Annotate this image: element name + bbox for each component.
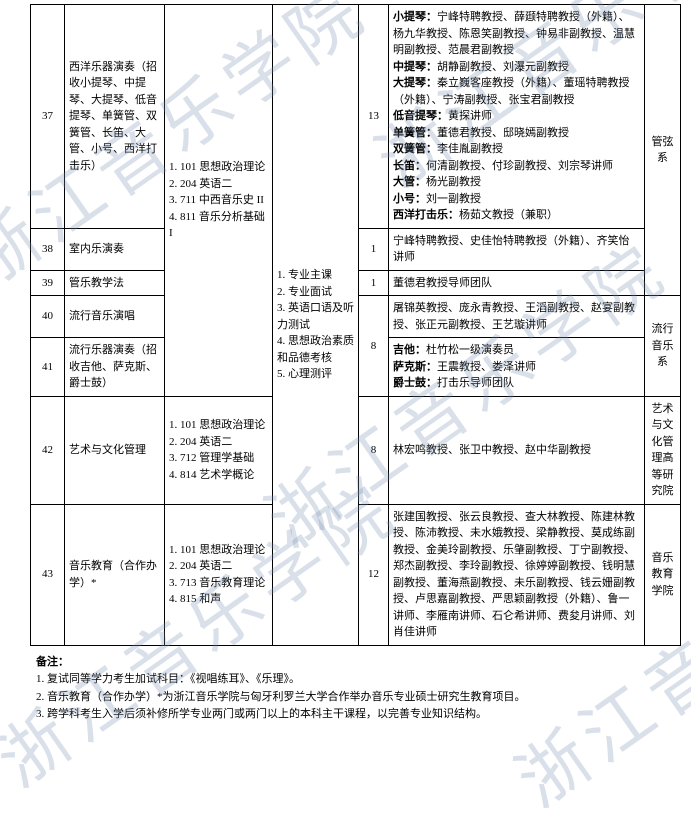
cell-index: 42 — [31, 396, 65, 504]
cell-index: 41 — [31, 338, 65, 397]
cell-num: 1 — [359, 270, 389, 296]
cell-dept: 音乐教育学院 — [645, 504, 681, 645]
cell-teachers: 张建国教授、张云良教授、查大林教授、陈建林教授、陈沛教授、未水娥教授、梁静教授、… — [389, 504, 645, 645]
cell-dept: 流行音乐系 — [645, 296, 681, 397]
cell-major: 流行音乐演唱 — [65, 296, 165, 338]
notes-item: 2. 音乐教育（合作办学）*为浙江音乐学院与匈牙利罗兰大学合作举办音乐专业硕士研… — [36, 689, 681, 707]
cell-major: 室内乐演奏 — [65, 228, 165, 270]
cell-num: 13 — [359, 5, 389, 229]
notes-label: 备注： — [36, 654, 681, 672]
cell-major: 西洋乐器演奏（招收小提琴、中提琴、大提琴、低音提琴、单簧管、双簧管、长笛、大管、… — [65, 5, 165, 229]
notes-section: 备注： 1. 复试同等学力考生加试科目：《视唱练耳》、《乐理》。 2. 音乐教育… — [30, 654, 681, 724]
cell-dept: 艺术与文化管理高等研究院 — [645, 396, 681, 504]
cell-major: 管乐教学法 — [65, 270, 165, 296]
cell-index: 40 — [31, 296, 65, 338]
cell-index: 39 — [31, 270, 65, 296]
cell-num: 1 — [359, 228, 389, 270]
cell-teachers: 董德君教授导师团队 — [389, 270, 645, 296]
cell-exam1: 1. 101 思想政治理论 2. 204 英语二 3. 711 中西音乐史 II… — [165, 5, 273, 397]
cell-index: 37 — [31, 5, 65, 229]
cell-major: 流行乐器演奏（招收吉他、萨克斯、爵士鼓） — [65, 338, 165, 397]
cell-num: 12 — [359, 504, 389, 645]
cell-teachers: 小提琴：宁峰特聘教授、薛颋特聘教授（外籍）、杨九华教授、陈恩笑副教授、钟易非副教… — [389, 5, 645, 229]
cell-teachers: 林宏鸣教授、张卫中教授、赵中华副教授 — [389, 396, 645, 504]
cell-index: 38 — [31, 228, 65, 270]
table-row: 37 西洋乐器演奏（招收小提琴、中提琴、大提琴、低音提琴、单簧管、双簧管、长笛、… — [31, 5, 681, 229]
cell-teachers: 吉他：杜竹松一级演奏员萨克斯：王震教授、娄泽讲师爵士鼓：打击乐导师团队 — [389, 338, 645, 397]
cell-exam1: 1. 101 思想政治理论 2. 204 英语二 3. 713 音乐教育理论 4… — [165, 504, 273, 645]
cell-exam2: 1. 专业主课 2. 专业面试 3. 英语口语及听力测试 4. 思想政治素质和品… — [273, 5, 359, 646]
cell-teachers: 屠锦英教授、庞永青教授、王滔副教授、赵宴副教授、张正元副教授、王艺璇讲师 — [389, 296, 645, 338]
cell-major: 艺术与文化管理 — [65, 396, 165, 504]
cell-num: 8 — [359, 396, 389, 504]
notes-item: 1. 复试同等学力考生加试科目：《视唱练耳》、《乐理》。 — [36, 671, 681, 689]
cell-major: 音乐教育（合作办学）* — [65, 504, 165, 645]
program-table: 37 西洋乐器演奏（招收小提琴、中提琴、大提琴、低音提琴、单簧管、双簧管、长笛、… — [30, 4, 681, 646]
notes-item: 3. 跨学科考生入学后须补修所学专业两门或两门以上的本科主干课程，以完善专业知识… — [36, 706, 681, 724]
cell-num: 8 — [359, 296, 389, 397]
cell-exam1: 1. 101 思想政治理论 2. 204 英语二 3. 712 管理学基础 4.… — [165, 396, 273, 504]
cell-teachers: 宁峰特聘教授、史佳怡特聘教授（外籍）、齐笑怡讲师 — [389, 228, 645, 270]
cell-dept: 管弦系 — [645, 5, 681, 296]
cell-index: 43 — [31, 504, 65, 645]
